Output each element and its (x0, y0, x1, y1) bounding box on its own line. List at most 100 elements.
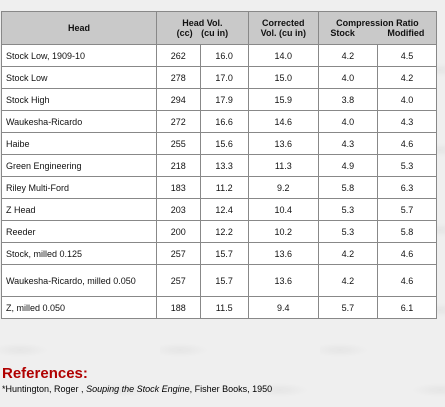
cell-head-name: Stock Low, 1909-10 (2, 45, 156, 66)
cell-head-volume-cuin: 15.6 (200, 133, 248, 154)
cell-corrected-volume: 9.2 (248, 177, 318, 198)
cell-stock-ratio: 4.0 (318, 111, 377, 132)
cell-stock-ratio: 4.9 (318, 155, 377, 176)
header-compression-ratio: Compression Ratio Stock Modified (318, 12, 436, 44)
cell-modified-ratio: 4.3 (377, 111, 436, 132)
cell-head-volume-cuin: 13.3 (200, 155, 248, 176)
citation-publisher: , Fisher Books, 1950 (189, 384, 273, 394)
cell-head-volume-cc: 255 (157, 133, 200, 154)
header-modified-label: Modified (387, 28, 425, 38)
cell-stock-ratio: 4.0 (318, 67, 377, 88)
cell-corrected-volume: 14.0 (248, 45, 318, 66)
header-head-volume-title: Head Vol. (182, 18, 223, 28)
cell-head-volume-cc: 188 (157, 297, 200, 318)
table-body: Stock Low, 1909-10 262 16.0 14.0 4.2 4.5 Stock… (2, 45, 436, 318)
cell-corrected-volume: 15.0 (248, 67, 318, 88)
cell-head-volume-cc: 278 (157, 67, 200, 88)
cell-corrected-volume: 13.6 (248, 265, 318, 296)
cell-head-volume-cc: 218 (157, 155, 200, 176)
cell-corrected-volume: 10.4 (248, 199, 318, 220)
cell-stock-ratio: 5.7 (318, 297, 377, 318)
table-row: Stock High 294 17.9 15.9 3.8 4.0 (2, 89, 436, 110)
header-corrected-sub: Vol. (cu in) (260, 28, 306, 38)
cell-stock-ratio: 5.8 (318, 177, 377, 198)
cell-head-name: Reeder (2, 221, 156, 242)
cell-head-volume-cuin: 12.2 (200, 221, 248, 242)
table-row: Waukesha-Ricardo, milled 0.050 257 15.7 13.… (2, 265, 436, 296)
cell-head-volume-cuin: 16.6 (200, 111, 248, 132)
cell-corrected-volume: 15.9 (248, 89, 318, 110)
cell-head-name: Waukesha-Ricardo, milled 0.050 (2, 265, 156, 296)
cell-stock-ratio: 4.2 (318, 243, 377, 264)
header-corrected-title: Corrected (262, 18, 305, 28)
cell-head-name: Stock, milled 0.125 (2, 243, 156, 264)
citation-author: *Huntington, Roger , (2, 384, 87, 394)
cell-modified-ratio: 4.5 (377, 45, 436, 66)
cell-stock-ratio: 4.3 (318, 133, 377, 154)
cell-head-name: Green Engineering (2, 155, 156, 176)
header-corrected-volume: Corrected Vol. (cu in) (248, 12, 318, 44)
table-row: Stock, milled 0.125 257 15.7 13.6 4.2 4.6 (2, 243, 436, 264)
cell-head-volume-cc: 200 (157, 221, 200, 242)
cell-head-volume-cuin: 15.7 (200, 265, 248, 296)
cell-modified-ratio: 4.6 (377, 243, 436, 264)
cell-head-name: Stock Low (2, 67, 156, 88)
cell-head-volume-cc: 183 (157, 177, 200, 198)
cell-head-name: Waukesha-Ricardo (2, 111, 156, 132)
table-row: Green Engineering 218 13.3 11.3 4.9 5.3 (2, 155, 436, 176)
cell-modified-ratio: 4.0 (377, 89, 436, 110)
cell-modified-ratio: 4.6 (377, 265, 436, 296)
header-cuin-label: (cu in) (201, 28, 229, 38)
header-head-volume: Head Vol. (cc) (cu in) (157, 12, 248, 44)
cell-stock-ratio: 3.8 (318, 89, 377, 110)
table-row: Z Head 203 12.4 10.4 5.3 5.7 (2, 199, 436, 220)
table-row: Haibe 255 15.6 13.6 4.3 4.6 (2, 133, 436, 154)
cell-modified-ratio: 5.8 (377, 221, 436, 242)
cell-corrected-volume: 13.6 (248, 133, 318, 154)
cell-head-volume-cc: 272 (157, 111, 200, 132)
cell-head-volume-cuin: 16.0 (200, 45, 248, 66)
table-header-row: Head Head Vol. (cc) (cu in) Corrected Vo… (2, 12, 436, 44)
cell-head-volume-cuin: 15.7 (200, 243, 248, 264)
cell-head-volume-cc: 262 (157, 45, 200, 66)
cell-modified-ratio: 5.3 (377, 155, 436, 176)
cell-corrected-volume: 13.6 (248, 243, 318, 264)
header-head-label: Head (67, 23, 90, 33)
cell-head-volume-cc: 294 (157, 89, 200, 110)
cell-corrected-volume: 14.6 (248, 111, 318, 132)
table-row: Reeder 200 12.2 10.2 5.3 5.8 (2, 221, 436, 242)
cell-corrected-volume: 11.3 (248, 155, 318, 176)
cell-modified-ratio: 4.6 (377, 133, 436, 154)
cell-head-name: Stock High (2, 89, 156, 110)
cell-head-volume-cuin: 12.4 (200, 199, 248, 220)
cell-corrected-volume: 9.4 (248, 297, 318, 318)
references-heading: References: (2, 365, 88, 382)
header-head: Head (2, 12, 156, 44)
table-row: Z, milled 0.050 188 11.5 9.4 5.7 6.1 (2, 297, 436, 318)
cell-head-volume-cuin: 11.5 (200, 297, 248, 318)
cell-head-name: Haibe (2, 133, 156, 154)
cell-head-name: Z Head (2, 199, 156, 220)
cell-head-volume-cuin: 11.2 (200, 177, 248, 198)
cell-head-volume-cc: 203 (157, 199, 200, 220)
cell-modified-ratio: 4.2 (377, 67, 436, 88)
cell-head-name: Riley Multi-Ford (2, 177, 156, 198)
cell-head-volume-cuin: 17.0 (200, 67, 248, 88)
table-row: Waukesha-Ricardo 272 16.6 14.6 4.0 4.3 (2, 111, 436, 132)
table-row: Stock Low 278 17.0 15.0 4.0 4.2 (2, 67, 436, 88)
cell-stock-ratio: 4.2 (318, 45, 377, 66)
cell-stock-ratio: 4.2 (318, 265, 377, 296)
cell-head-volume-cc: 257 (157, 265, 200, 296)
cell-head-name: Z, milled 0.050 (2, 297, 156, 318)
cell-modified-ratio: 5.7 (377, 199, 436, 220)
table-row: Stock Low, 1909-10 262 16.0 14.0 4.2 4.5 (2, 45, 436, 66)
cell-modified-ratio: 6.1 (377, 297, 436, 318)
header-compression-title: Compression Ratio (336, 18, 419, 28)
table-row: Riley Multi-Ford 183 11.2 9.2 5.8 6.3 (2, 177, 436, 198)
reference-citation: *Huntington, Roger , Souping the Stock E… (2, 384, 272, 394)
cell-modified-ratio: 6.3 (377, 177, 436, 198)
header-stock-label: Stock (330, 28, 355, 38)
cell-head-volume-cc: 257 (157, 243, 200, 264)
cell-stock-ratio: 5.3 (318, 221, 377, 242)
header-cc-label: (cc) (176, 28, 193, 38)
